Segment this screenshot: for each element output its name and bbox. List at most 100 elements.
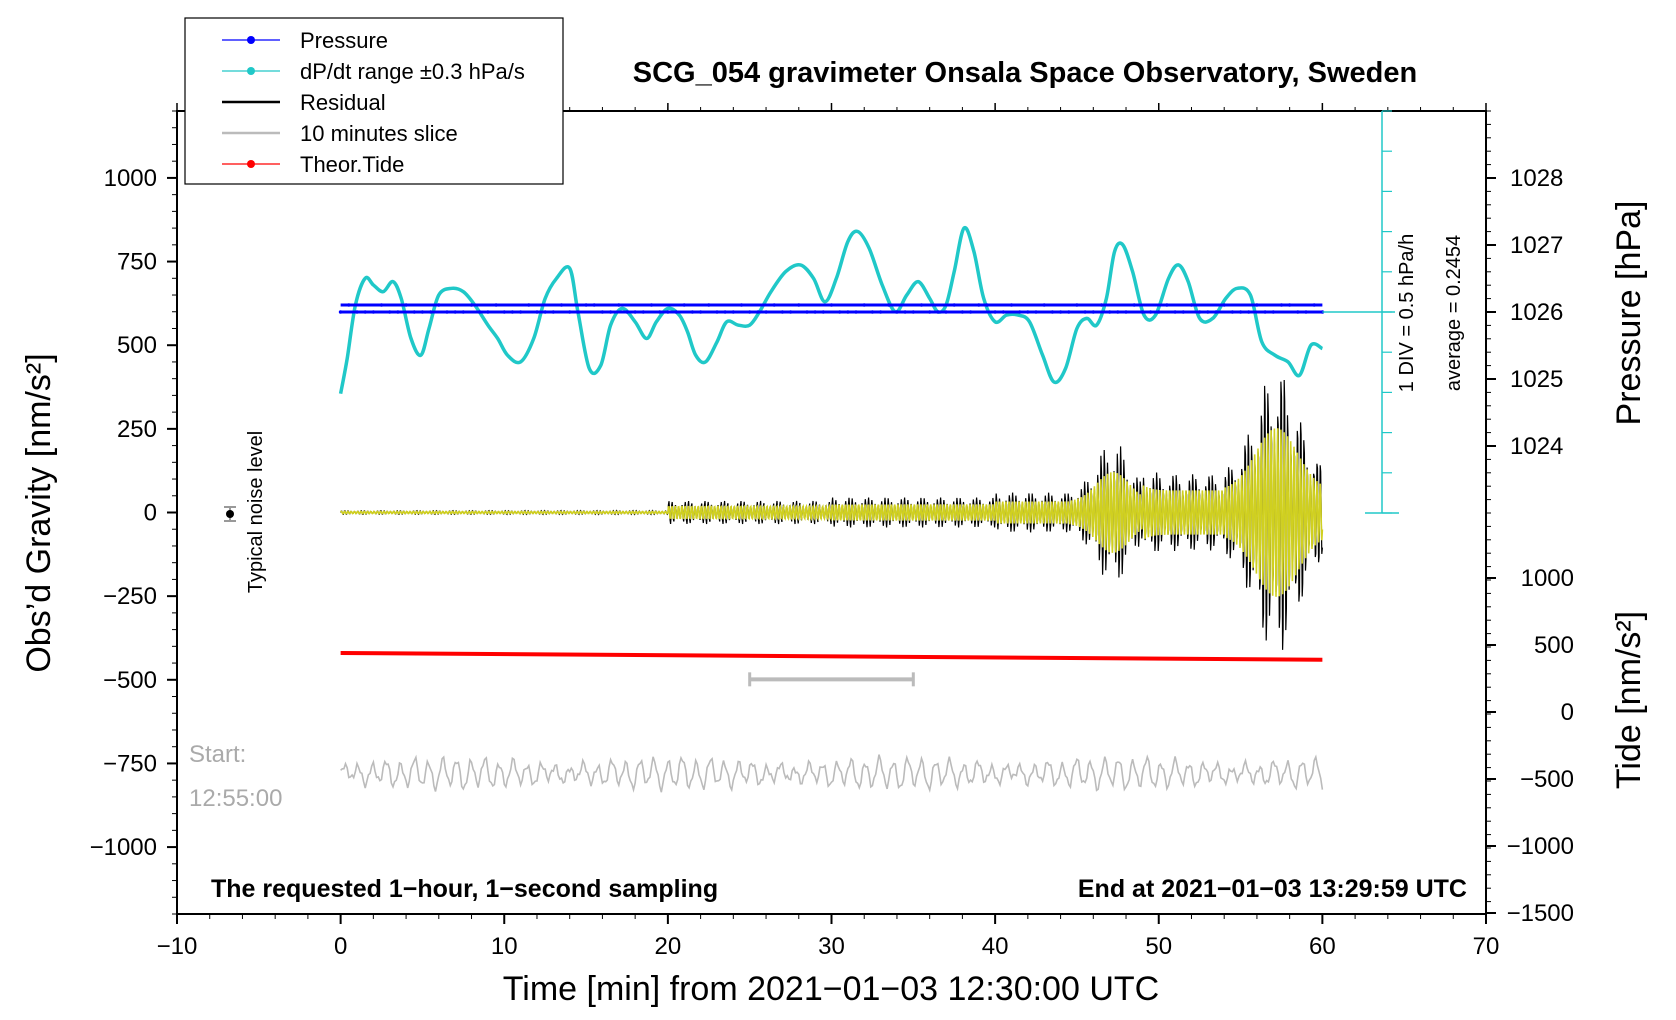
tide-tick-label: −500	[1520, 766, 1574, 793]
pressure-point	[846, 310, 850, 314]
pressure-tick-label: 1028	[1510, 165, 1563, 192]
pressure-point	[437, 303, 441, 307]
pressure-point	[1189, 303, 1194, 307]
pressure-point	[518, 310, 523, 314]
pressure-point	[477, 310, 482, 314]
pressure-point	[829, 303, 834, 307]
pressure-axis-title: Pressure [hPa]	[1610, 201, 1648, 426]
slice-trace-layer	[340, 754, 1324, 794]
tide-tick-label: 0	[1561, 699, 1574, 726]
legend: Pressure dP/dt range ±0.3 hPa/s Residual 10…	[184, 17, 564, 185]
pressure-point	[1116, 310, 1120, 314]
pressure-tick-label: 1024	[1510, 433, 1563, 460]
tide-series-line	[340, 651, 1323, 662]
legend-swatch-dot	[247, 67, 255, 75]
x-axis-title: Time [min] from 2021−01−03 12:30:00 UTC	[503, 970, 1159, 1008]
x-tick-label: −10	[157, 933, 198, 960]
pressure-point	[584, 303, 588, 307]
pressure-point	[657, 310, 662, 314]
x-tick-label: 50	[1145, 933, 1172, 960]
pressure-point	[1197, 310, 1202, 314]
pressure-point	[1017, 310, 1022, 314]
noise-level-label: Typical noise level	[245, 431, 267, 593]
pressure-point	[805, 310, 809, 314]
pressure-point	[813, 310, 817, 314]
start-label: Start:	[189, 741, 246, 768]
pressure-point	[1246, 310, 1251, 314]
x-tick-label: 30	[818, 933, 845, 960]
y-axis-ticks: 1000 750 500 250 0 −250 −500 −750 −1000	[90, 110, 177, 915]
pressure-point	[453, 310, 458, 314]
legend-label: 10 minutes slice	[300, 121, 458, 146]
pressure-point	[919, 303, 924, 307]
tide-tick-label: 500	[1534, 632, 1574, 659]
pressure-point	[878, 310, 883, 314]
y-tick-label: 750	[117, 249, 157, 276]
pressure-point	[1206, 310, 1210, 314]
pressure-point	[527, 303, 531, 307]
pressure-point	[698, 310, 703, 314]
pressure-point	[379, 303, 384, 307]
pressure-point	[690, 310, 695, 314]
pressure-point	[633, 310, 637, 314]
pressure-point	[968, 310, 973, 314]
pressure-tick-label: 1025	[1510, 366, 1563, 393]
x-tick-label: 40	[982, 933, 1009, 960]
pressure-point	[927, 310, 932, 314]
pressure-point	[797, 303, 801, 307]
pressure-point	[559, 303, 564, 307]
legend-label: Theor.Tide	[300, 152, 404, 177]
pressure-point	[821, 310, 826, 314]
pressure-point	[576, 310, 580, 314]
tide-axis-title: Tide [nm/s²]	[1610, 611, 1648, 789]
pressure-point	[1067, 310, 1071, 314]
legend-swatch-dot	[247, 160, 255, 168]
tide-tick-label: −1000	[1507, 833, 1574, 860]
pressure-point	[543, 310, 547, 314]
pressure-point	[911, 310, 916, 314]
pressure-series-layer	[338, 303, 1395, 314]
pressure-point	[870, 310, 875, 314]
pressure-tick-label: 1026	[1510, 299, 1563, 326]
pressure-point	[1238, 310, 1243, 314]
pressure-point	[567, 310, 572, 314]
tide-tick-label: 1000	[1521, 565, 1574, 592]
pressure-point	[502, 310, 507, 314]
dpdt-scale-axis	[1365, 110, 1399, 514]
y-tick-label: 500	[117, 332, 157, 359]
x-tick-label: 0	[334, 933, 347, 960]
tide-axis-ticks: 1000 500 0 −500 −1000 −1500	[1486, 565, 1574, 927]
pressure-point	[1083, 310, 1087, 314]
pressure-point	[1058, 310, 1063, 314]
pressure-point	[551, 310, 556, 314]
pressure-point	[338, 310, 343, 314]
pressure-point	[674, 310, 678, 314]
pressure-point	[739, 303, 744, 307]
pressure-point	[985, 303, 989, 307]
pressure-point	[1034, 310, 1038, 314]
pressure-point	[625, 310, 629, 314]
legend-swatch-dot	[247, 36, 255, 44]
pressure-point	[944, 310, 948, 314]
chart-title: SCG_054 gravimeter Onsala Space Observat…	[633, 57, 1417, 89]
pressure-point	[1140, 310, 1145, 314]
scale-bar-layer	[748, 672, 915, 687]
pressure-point	[1091, 310, 1096, 314]
tide-tick-label: −1500	[1507, 900, 1574, 927]
y-tick-label: −750	[103, 750, 157, 777]
pressure-point	[649, 303, 654, 307]
y-tick-label: −500	[103, 667, 157, 694]
pressure-point	[1181, 310, 1186, 314]
x-tick-label: 60	[1309, 933, 1336, 960]
pressure-axis-ticks: 1028 1027 1026 1025 1024	[1486, 110, 1563, 903]
pressure-point	[682, 303, 686, 307]
pressure-point	[1304, 310, 1308, 314]
pressure-point	[1296, 310, 1300, 314]
pressure-point	[1312, 303, 1316, 307]
pressure-point	[854, 310, 858, 314]
pressure-point	[617, 303, 621, 307]
pressure-point	[1042, 303, 1046, 307]
pressure-point	[469, 303, 474, 307]
pressure-point	[445, 310, 449, 314]
